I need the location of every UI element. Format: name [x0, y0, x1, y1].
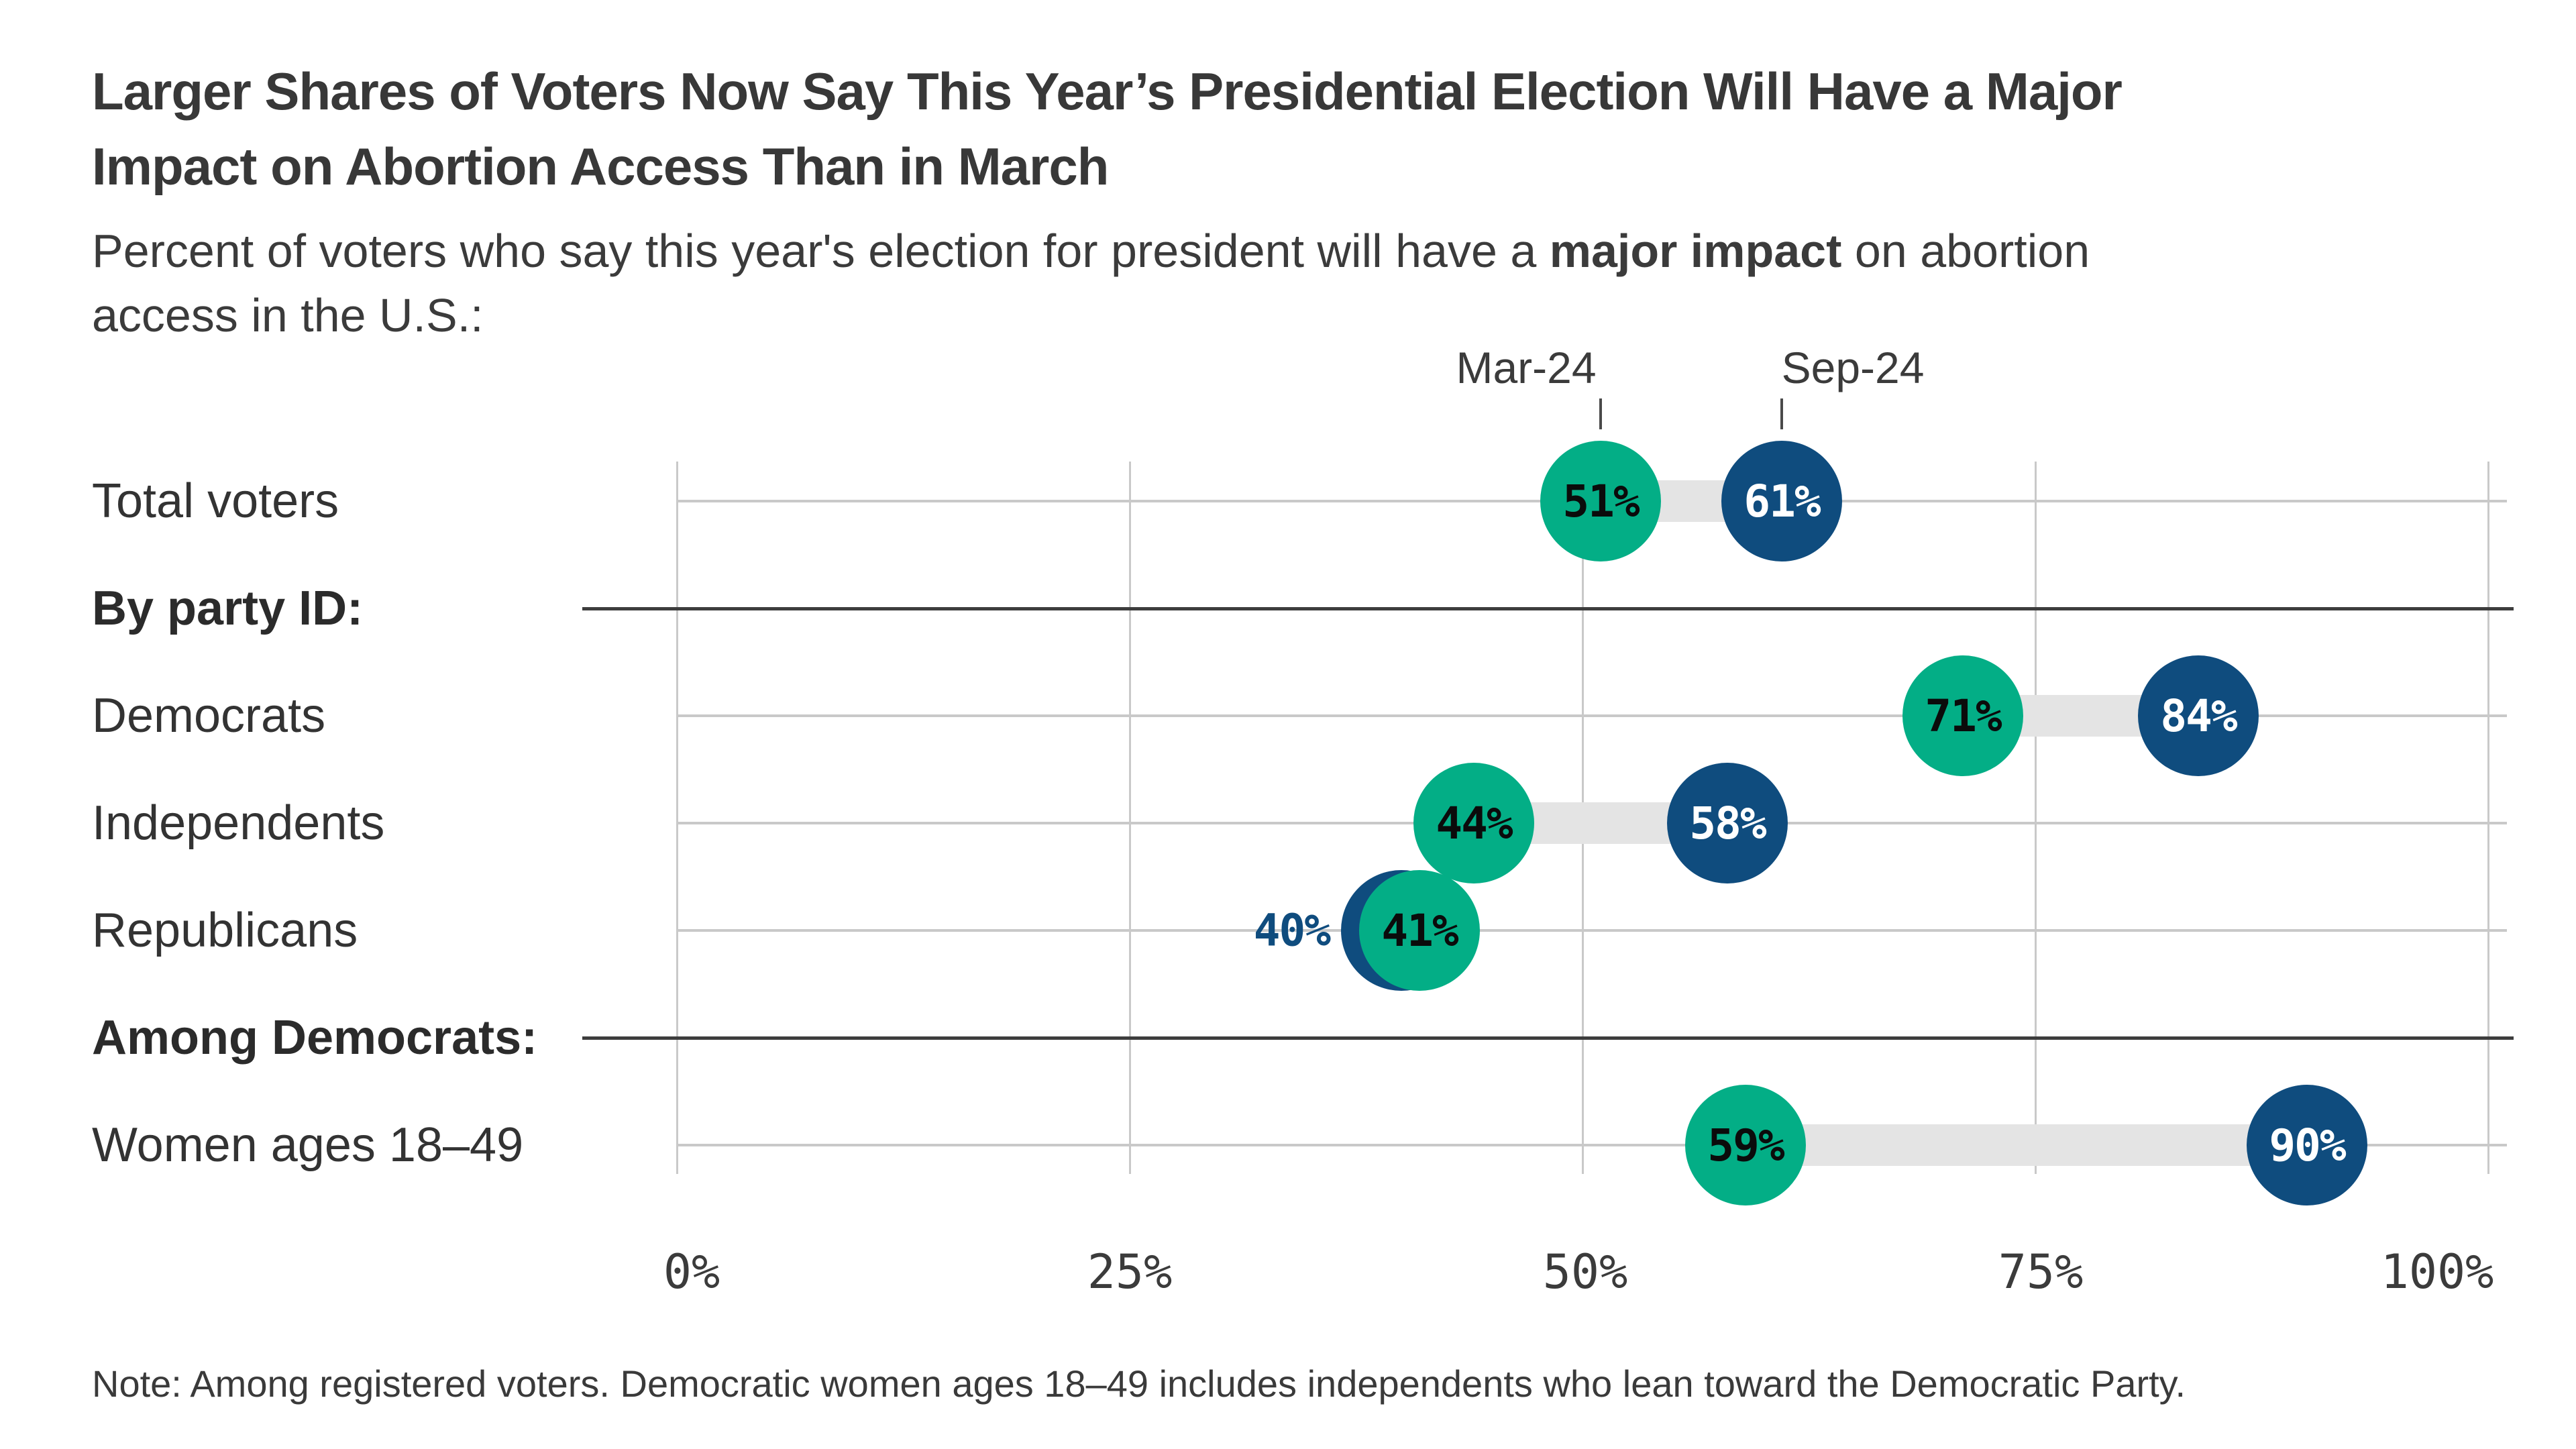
subtitle-text-pre: Percent of voters who say this year's el… [92, 225, 1550, 277]
sep-dot-value: 90% [2269, 1119, 2346, 1171]
mar-dot: 51% [1540, 441, 1661, 561]
grid-line-100% [2487, 462, 2489, 1174]
subtitle-text-line2: access in the U.S.: [92, 289, 484, 341]
row-line [677, 929, 2507, 932]
section-label: Among Democrats: [92, 1011, 538, 1065]
legend-pointer-tick-sep [1780, 398, 1783, 429]
section-divider [582, 1036, 2514, 1040]
mar-dot-value: 59% [1707, 1119, 1784, 1171]
mar-dot: 59% [1685, 1085, 1806, 1205]
row-line [677, 714, 2507, 717]
sep-dot-value: 58% [1689, 797, 1766, 849]
sep-dot: 90% [2247, 1085, 2367, 1205]
axis-tick-label-0%: 0% [663, 1244, 720, 1299]
grid-line-75% [2034, 462, 2037, 1174]
legend-label-mar-24: Mar-24 [1456, 343, 1597, 392]
chart-title-line2: Impact on Abortion Access Than in March [92, 137, 1109, 196]
legend-pointer-tick-mar [1599, 398, 1602, 429]
mar-dot-value: 41% [1381, 904, 1458, 957]
subtitle-bold-phrase: major impact [1549, 225, 1842, 277]
row-line [677, 1144, 2507, 1146]
row-label: Republicans [92, 904, 358, 957]
mar-dot-value: 51% [1562, 475, 1640, 527]
mar-dot: 44% [1413, 763, 1534, 883]
sep-dot: 58% [1667, 763, 1788, 883]
mar-dot: 41% [1359, 870, 1480, 991]
section-label: By party ID: [92, 582, 364, 635]
sep-dot: 61% [1721, 441, 1842, 561]
row-label: Total voters [92, 474, 339, 528]
chart-title-line1: Larger Shares of Voters Now Say This Yea… [92, 62, 2123, 121]
chart-subtitle: Percent of voters who say this year's el… [92, 219, 2440, 347]
mar-dot-value: 71% [1925, 690, 2002, 742]
axis-tick-label-25%: 25% [1087, 1244, 1173, 1299]
sep-dot: 84% [2138, 655, 2259, 776]
row-label: Women ages 18–49 [92, 1118, 524, 1172]
row-label: Independents [92, 796, 385, 850]
grid-line-0% [676, 462, 678, 1174]
section-divider [582, 606, 2514, 610]
axis-tick-label-75%: 75% [1998, 1244, 2084, 1299]
subtitle-text-post: on abortion [1841, 225, 2090, 277]
sep-dot-value: 84% [2160, 690, 2237, 742]
mar-dot-value: 44% [1436, 797, 1513, 849]
sep-value-outside-label: 40% [1253, 904, 1331, 957]
chart-note: Note: Among registered voters. Democrati… [92, 1362, 2186, 1405]
chart-title: Larger Shares of Voters Now Say This Yea… [92, 54, 2520, 204]
sep-dot-value: 61% [1743, 475, 1821, 527]
legend-label-sep-24: Sep-24 [1781, 343, 1925, 392]
axis-tick-label-50%: 50% [1542, 1244, 1628, 1299]
mar-dot: 71% [1902, 655, 2023, 776]
grid-line-25% [1128, 462, 1131, 1174]
row-label: Democrats [92, 689, 326, 743]
connector-bar [1746, 1124, 2307, 1166]
axis-tick-label-100%: 100% [2380, 1244, 2494, 1299]
